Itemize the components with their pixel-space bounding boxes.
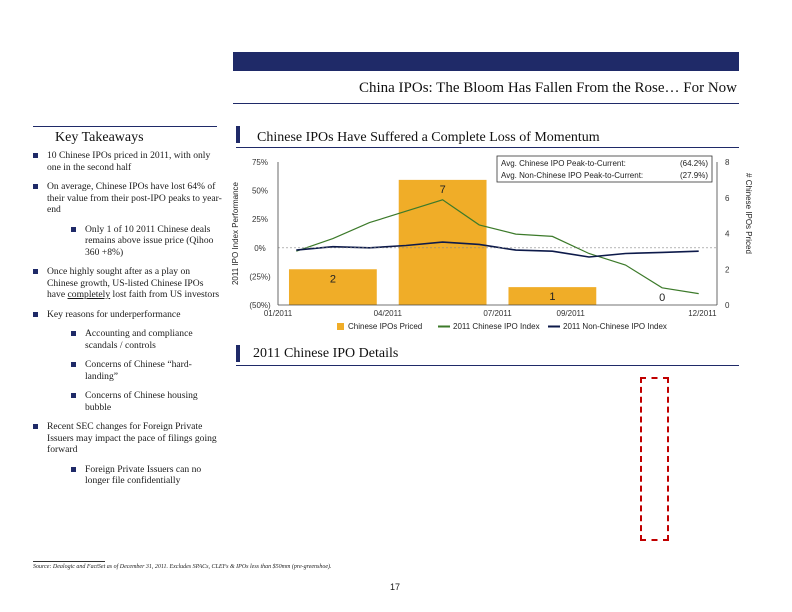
y-axis-label: 2011 IPO Index Performance: [232, 181, 240, 285]
header-bar: [233, 52, 739, 71]
key-takeaways-heading: Key Takeaways: [55, 130, 144, 145]
details-heading: 2011 Chinese IPO Details: [253, 346, 399, 361]
bar-value-label: 2: [330, 273, 336, 285]
bullet-icon: [33, 311, 38, 317]
details-heading-rule: [236, 365, 739, 366]
sub-bullet-item: Concerns of Chinese housing bubble: [33, 390, 223, 413]
legend-label: Chinese IPOs Priced: [348, 322, 422, 331]
bullet-item: Key reasons for underperformance: [33, 309, 223, 321]
source-footnote: Source: Dealogic and FactSet as of Decem…: [33, 564, 332, 570]
bullet-icon: [71, 362, 76, 367]
line-chinese-ipo-index: [296, 199, 699, 295]
y-tick-label: (50%): [249, 301, 271, 310]
stats-value: (64.2%): [680, 159, 708, 168]
bullet-item: On average, Chinese IPOs have lost 64% o…: [33, 181, 223, 216]
key-takeaways-rule: [33, 126, 217, 127]
y-tick-label: 50%: [252, 187, 268, 196]
sub-bullet-item: Foreign Private Issuers can no longer fi…: [33, 464, 223, 487]
page-number: 17: [390, 582, 401, 592]
bullet-icon: [71, 393, 76, 398]
details-heading-marker: [236, 345, 240, 362]
footnote-rule: [33, 561, 105, 562]
x-tick-label: 07/2011: [483, 309, 512, 318]
ipo-performance-chart: 2 7 1 0 75% 50% 25% 0% (25%) (50%) 8 6 4 2 0 01/2011 04/…: [232, 155, 752, 331]
stats-label: Avg. Chinese IPO Peak-to-Current:: [501, 159, 626, 168]
x-tick-label: 01/2011: [264, 309, 293, 318]
y-tick-label: 0%: [254, 244, 266, 253]
chart-heading: Chinese IPOs Have Suffered a Complete Lo…: [257, 130, 600, 145]
y2-axis-label: # Chinese IPOs Priced: [744, 173, 752, 254]
page-title: China IPOs: The Bloom Has Fallen From th…: [358, 80, 737, 96]
y2-tick-label: 0: [725, 301, 730, 310]
y2-tick-label: 2: [725, 265, 730, 274]
y-tick-label: (25%): [249, 272, 271, 281]
bullet-icon: [33, 184, 38, 189]
bullet-item: Once highly sought after as a play on Ch…: [33, 266, 223, 301]
y2-tick-label: 8: [725, 158, 730, 167]
takeaways-list: 10 Chinese IPOs priced in 2011, with onl…: [33, 150, 223, 495]
bullet-icon: [71, 331, 76, 336]
title-rule: [233, 103, 739, 104]
bullet-icon: [33, 269, 38, 274]
chart-heading-marker: [236, 126, 240, 143]
x-tick-label: 04/2011: [374, 309, 403, 318]
bullet-icon: [33, 153, 38, 158]
legend-label: 2011 Non-Chinese IPO Index: [563, 322, 667, 331]
chart-heading-rule: [236, 147, 739, 148]
bullet-item: Recent SEC changes for Foreign Private I…: [33, 421, 223, 456]
dashed-placeholder-box: [640, 377, 669, 541]
legend-swatch: [337, 323, 344, 330]
y2-tick-label: 6: [725, 194, 730, 203]
bar-ipos-priced: [508, 287, 597, 305]
sub-bullet-item: Concerns of Chinese “hard-landing”: [33, 359, 223, 382]
line-non-chinese-ipo-index: [296, 241, 699, 258]
bullet-icon: [71, 466, 76, 472]
bullet-icon: [71, 226, 76, 232]
y-tick-label: 75%: [252, 158, 268, 167]
x-tick-label: 09/2011: [557, 309, 586, 318]
bar-ipos-priced: [288, 269, 377, 305]
bar-value-label: 0: [659, 292, 665, 304]
y2-tick-label: 4: [725, 230, 730, 239]
bullet-item: 10 Chinese IPOs priced in 2011, with onl…: [33, 150, 223, 173]
y-tick-label: 25%: [252, 215, 268, 224]
sub-bullet-item: Accounting and compliance scandals / con…: [33, 328, 223, 351]
sub-bullet-item: Only 1 of 10 2011 Chinese deals remains …: [33, 224, 223, 259]
x-tick-label: 12/2011: [688, 309, 717, 318]
bar-value-label: 1: [549, 291, 555, 303]
bar-value-label: 7: [440, 184, 446, 196]
bullet-icon: [33, 424, 38, 429]
stats-value: (27.9%): [680, 171, 708, 180]
stats-label: Avg. Non-Chinese IPO Peak-to-Current:: [501, 171, 643, 180]
stats-box: [496, 155, 713, 183]
legend-label: 2011 Chinese IPO Index: [453, 322, 540, 331]
